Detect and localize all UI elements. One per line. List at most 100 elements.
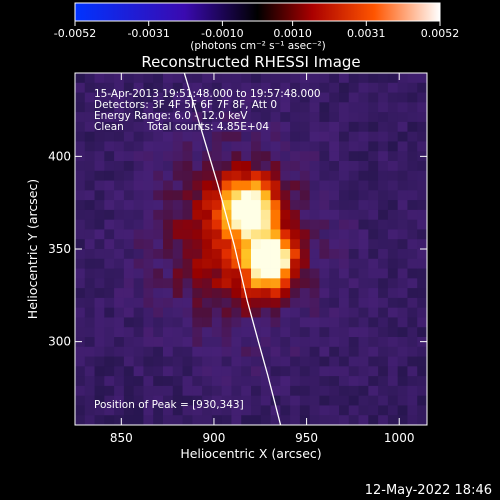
heatmap-cell: [241, 121, 252, 133]
heatmap-cell: [290, 337, 301, 348]
heatmap-cell: [280, 121, 291, 133]
heatmap-cell: [251, 337, 262, 348]
heatmap-cell: [339, 415, 350, 425]
heatmap-cell: [299, 102, 311, 113]
heatmap-cell: [309, 112, 320, 123]
heatmap-cell: [114, 337, 125, 348]
heatmap-cell: [260, 190, 271, 201]
heatmap-cell: [202, 337, 213, 348]
heatmap-cell: [241, 102, 252, 113]
heatmap-cell: [270, 151, 281, 162]
heatmap-cell: [251, 258, 262, 269]
heatmap-cell: [221, 268, 232, 279]
heatmap-cell: [260, 180, 271, 191]
heatmap-cell: [75, 278, 86, 289]
heatmap-cell: [94, 327, 105, 338]
heatmap-cell: [133, 249, 144, 260]
heatmap-cell: [358, 190, 369, 201]
heatmap-cell: [153, 229, 164, 240]
heatmap-cell: [231, 73, 242, 84]
heatmap-cell: [75, 346, 86, 357]
heatmap-cell: [280, 337, 291, 348]
heatmap-cell: [417, 82, 427, 93]
heatmap-cell: [143, 249, 154, 260]
heatmap-cell: [182, 376, 193, 387]
heatmap-cell: [358, 180, 369, 191]
heatmap-cell: [163, 219, 174, 230]
heatmap-cell: [182, 307, 193, 318]
heatmap-cell: [84, 327, 95, 338]
heatmap-cell: [378, 82, 389, 93]
heatmap-cell: [75, 121, 86, 133]
heatmap-cell: [182, 405, 193, 416]
heatmap-cell: [123, 161, 135, 172]
heatmap-cell: [251, 346, 262, 357]
heatmap-cell: [270, 258, 281, 269]
heatmap-cell: [378, 200, 389, 211]
heatmap-cell: [123, 297, 135, 309]
heatmap-cell: [192, 219, 203, 230]
heatmap-cell: [133, 337, 144, 348]
heatmap-cell: [251, 151, 262, 162]
heatmap-cell: [348, 200, 359, 211]
heatmap-cell: [104, 219, 115, 230]
heatmap-cell: [172, 219, 183, 230]
heatmap-cell: [397, 346, 408, 357]
heatmap-cell: [104, 229, 115, 240]
heatmap-cell: [84, 92, 95, 103]
heatmap-cell: [348, 219, 359, 230]
heatmap-cell: [387, 288, 399, 299]
heatmap-cell: [329, 268, 340, 279]
heatmap-cell: [114, 229, 125, 240]
heatmap-cell: [397, 356, 408, 367]
heatmap-cell: [163, 385, 174, 397]
heatmap-cell: [94, 415, 105, 425]
heatmap-cell: [407, 161, 418, 172]
heatmap-cell: [94, 219, 105, 230]
heatmap-cell: [241, 385, 252, 397]
heatmap-cell: [329, 92, 340, 103]
heatmap-cell: [231, 258, 242, 269]
heatmap-cell: [153, 307, 164, 318]
heatmap-cell: [348, 229, 359, 240]
heatmap-cell: [182, 92, 193, 103]
heatmap-cell: [123, 337, 135, 348]
heatmap-cell: [358, 229, 369, 240]
heatmap-cell: [270, 102, 281, 113]
heatmap-cell: [407, 112, 418, 123]
heatmap-cell: [358, 82, 369, 93]
heatmap-cell: [290, 209, 301, 221]
heatmap-cell: [231, 82, 242, 93]
heatmap-cell: [192, 376, 203, 387]
heatmap-cell: [163, 180, 174, 191]
heatmap-cell: [75, 268, 86, 279]
heatmap-cell: [153, 346, 164, 357]
heatmap-cell: [163, 278, 174, 289]
heatmap-cell: [153, 200, 164, 211]
heatmap-cell: [172, 268, 183, 279]
heatmap-cell: [368, 307, 379, 318]
heatmap-cell: [133, 229, 144, 240]
heatmap-cell: [231, 151, 242, 162]
heatmap-cell: [378, 249, 389, 260]
heatmap-cell: [270, 180, 281, 191]
heatmap-cell: [260, 112, 271, 123]
heatmap-cell: [387, 317, 399, 328]
heatmap-cell: [260, 278, 271, 289]
heatmap-cell: [182, 346, 193, 357]
heatmap-cell: [299, 73, 311, 84]
heatmap-cell: [104, 317, 115, 328]
heatmap-cell: [329, 366, 340, 377]
heatmap-cell: [387, 278, 399, 289]
x-tick-label: 1000: [384, 431, 415, 445]
heatmap-cell: [143, 356, 154, 367]
heatmap-cell: [84, 415, 95, 425]
heatmap-cell: [280, 170, 291, 181]
heatmap-cell: [192, 209, 203, 221]
heatmap-cell: [309, 385, 320, 397]
heatmap-cell: [358, 395, 369, 406]
heatmap-cell: [319, 151, 330, 162]
heatmap-image: [75, 73, 427, 425]
heatmap-cell: [114, 385, 125, 397]
heatmap-cell: [172, 405, 183, 416]
